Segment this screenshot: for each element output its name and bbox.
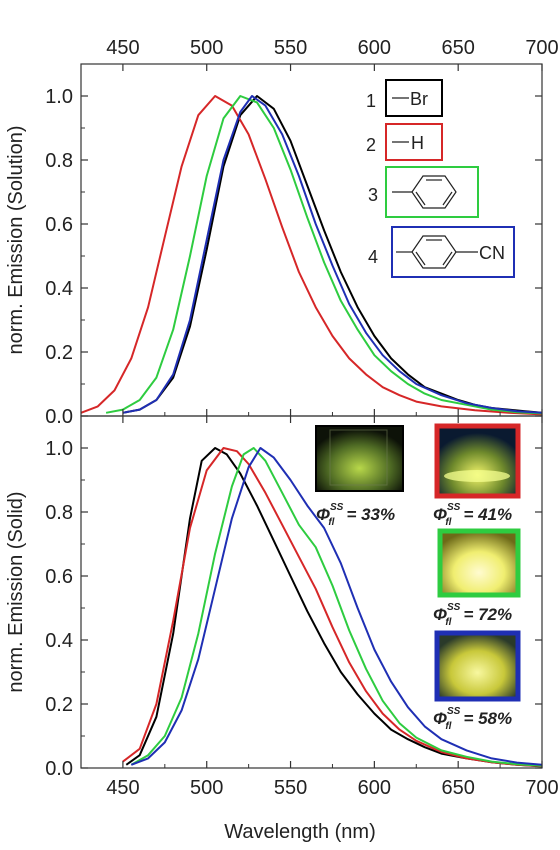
x-axis-title: Wavelength (nm) (224, 821, 376, 843)
quantum-yield-2: ΦSS fl = 41% (433, 502, 512, 528)
series-line-2-1 (125, 447, 542, 768)
quantum-yield-4: ΦSS fl = 58% (433, 706, 512, 732)
panel-2-series (122, 447, 542, 768)
x-tick-label: 650 (441, 777, 474, 799)
series-line-1-2 (81, 95, 542, 416)
y-tick-label: 0.8 (45, 150, 73, 172)
x-tick-label: 700 (525, 37, 558, 59)
y-tick-label: 0.4 (45, 630, 73, 652)
y-axis-title-solution: norm. Emission (Solution) (5, 126, 27, 355)
x-tick-label: 700 (525, 777, 558, 799)
vial-photo-3 (437, 528, 521, 598)
y-tick-label: 0.4 (45, 278, 73, 300)
quantum-yield-1: ΦSS fl = 33% (316, 502, 395, 528)
curves-layer (81, 95, 542, 768)
panel-1-series (81, 95, 542, 416)
y-tick-label: 0.6 (45, 566, 73, 588)
plot-frame-2 (80, 415, 543, 769)
x-tick-label: 550 (274, 777, 307, 799)
vial-photo-1 (315, 425, 404, 492)
x-tick-label: 450 (106, 777, 139, 799)
y-axis-title-solid: norm. Emission (Solid) (5, 491, 27, 692)
x-tick-label: 450 (106, 37, 139, 59)
legend-box-4 (391, 226, 515, 278)
axes-layer: 450 500 550 600 650 700 0.0 0.2 0.4 0.6 0.8 1.0 450 5… (45, 37, 559, 799)
x-tick-label: 650 (441, 37, 474, 59)
legend-number-4: 4 (368, 247, 378, 267)
cyanophenyl-structure-icon (396, 235, 478, 269)
series-line-2-3 (130, 447, 542, 767)
y-tick-label: 0.8 (45, 502, 73, 524)
series-line-1-4 (122, 95, 542, 414)
legend-entry-1: 1 Br (366, 79, 443, 117)
series-line-1-3 (105, 95, 542, 415)
vial-photo-4 (434, 630, 521, 702)
y-tick-label: 0.0 (45, 406, 73, 428)
quantum-yield-3: ΦSS fl = 72% (433, 602, 512, 628)
x-tick-label: 500 (190, 37, 223, 59)
plot-frame-1 (80, 63, 543, 417)
legend-number-1: 1 (366, 91, 376, 111)
y-tick-label: 0.2 (45, 342, 73, 364)
legend-entry-2: 2 H (366, 123, 443, 161)
legend-box-2 (385, 123, 443, 161)
y-tick-label: 0.6 (45, 214, 73, 236)
series-line-2-4 (130, 447, 542, 766)
x-tick-label: 500 (190, 777, 223, 799)
y-tick-label: 1.0 (45, 438, 73, 460)
quantum-yield-labels: ΦSS fl = 33% ΦSS fl = 41% ΦSS fl = 72% ΦSS fl = … (316, 502, 512, 732)
vial-photo-2 (434, 423, 521, 499)
x-tick-label: 600 (358, 777, 391, 799)
x-tick-label: 550 (274, 37, 307, 59)
series-line-2-2 (122, 447, 542, 768)
legend-number-3: 3 (368, 185, 378, 205)
legend-entry-4: 4 CN (368, 226, 515, 278)
y-tick-label: 1.0 (45, 86, 73, 108)
substituent-h: H (411, 133, 424, 153)
substituent-cn: CN (479, 243, 505, 263)
legend-entry-3: 3 (368, 166, 479, 218)
substituent-br: Br (410, 89, 428, 109)
x-tick-label: 600 (358, 37, 391, 59)
legend-box-3 (385, 166, 479, 218)
vial-photos (315, 423, 521, 702)
legend-number-2: 2 (366, 135, 376, 155)
structure-legend: 1 Br 2 H 3 4 (366, 79, 515, 278)
y-tick-label: 0.2 (45, 694, 73, 716)
y-tick-label: 0.0 (45, 758, 73, 780)
legend-box-1 (385, 79, 443, 117)
phenyl-structure-icon (392, 175, 457, 209)
